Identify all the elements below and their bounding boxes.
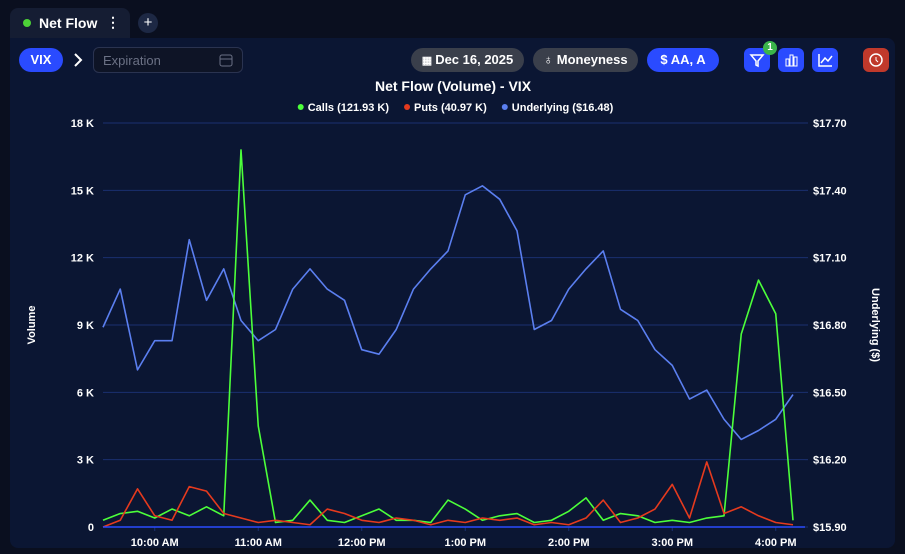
y2-tick-label: $17.10 <box>813 253 847 265</box>
x-tick-label: 4:00 PM <box>755 537 797 549</box>
y2-tick-label: $15.90 <box>813 522 847 534</box>
tab-menu[interactable]: ⋮ <box>106 14 120 30</box>
legend: Calls (121.93 K) Puts (40.97 K) Underlying… <box>297 102 614 114</box>
y-tick-label: 9 K <box>77 320 94 332</box>
filter-badge: 1 <box>763 41 777 55</box>
chevron <box>74 53 83 67</box>
tab-bar: Net Flow ⋮ + <box>10 8 895 38</box>
tab[interactable]: Net Flow ⋮ <box>10 8 130 38</box>
date-label: Dec 16, 2025 <box>435 52 514 67</box>
y2-tick-label: $16.20 <box>813 455 847 467</box>
legend-label: Calls (121.93 K) <box>308 102 390 114</box>
legend-label: Underlying ($16.48) <box>512 102 614 114</box>
x-tick-label: 2:00 PM <box>548 537 590 549</box>
x-tick-label: 3:00 PM <box>651 537 693 549</box>
line-icon <box>818 54 833 67</box>
money-filter-label: AA, A <box>670 52 706 67</box>
filter-button[interactable]: 1 <box>744 41 777 72</box>
x-tick-label: 10:00 AM <box>131 537 179 549</box>
calendar-icon <box>219 54 233 67</box>
x-tick-label: 1:00 PM <box>444 537 486 549</box>
add-tab[interactable]: + <box>138 13 158 33</box>
y-tick-label: 18 K <box>71 118 94 130</box>
legend-label: Puts (40.97 K) <box>414 102 487 114</box>
y-tick-label: 3 K <box>77 455 94 467</box>
y-tick-label: 15 K <box>71 185 94 197</box>
y2-tick-label: $17.70 <box>813 118 847 130</box>
y-tick-label: 6 K <box>77 387 94 399</box>
date-button[interactable]: ▦ Dec 16, 2025 <box>411 48 524 72</box>
y-axis-title: Volume <box>26 306 38 345</box>
symbol-button[interactable]: VIX <box>19 48 63 72</box>
legend-marker <box>404 104 411 110</box>
x-tick-label: 12:00 PM <box>338 537 386 549</box>
x-tick-label: 11:00 AM <box>235 537 282 549</box>
status-dot <box>23 19 31 27</box>
moneyness-button[interactable]: ♁ Moneyness <box>533 48 638 72</box>
y2-axis-title: Underlying ($) <box>869 288 881 362</box>
legend-marker <box>501 104 508 110</box>
series-line <box>102 185 794 441</box>
series-line <box>102 461 794 528</box>
y-tick-label: 12 K <box>71 253 94 265</box>
series-line <box>102 149 794 524</box>
y2-tick-label: $16.80 <box>813 320 847 332</box>
line-chart-button[interactable] <box>812 48 838 72</box>
y2-tick-label: $17.40 <box>813 185 847 197</box>
reset-button[interactable] <box>863 48 889 72</box>
moneyness-label: Moneyness <box>556 52 628 67</box>
expiration-placeholder: Expiration <box>103 53 161 68</box>
money-filter-button[interactable]: $ AA, A <box>647 48 719 72</box>
bar-icon <box>785 54 798 67</box>
y2-tick-label: $16.50 <box>813 387 847 399</box>
expiration-input[interactable]: Expiration <box>93 47 243 73</box>
grid <box>103 122 805 528</box>
filter-icon <box>749 54 765 68</box>
bar-chart-button[interactable] <box>778 48 804 72</box>
legend-marker <box>297 104 304 110</box>
y-tick-label: 0 <box>88 522 94 534</box>
reset-icon <box>869 53 883 67</box>
chart-title: Net Flow (Volume) - VIX <box>375 78 532 94</box>
tab-title: Net Flow <box>39 15 98 31</box>
